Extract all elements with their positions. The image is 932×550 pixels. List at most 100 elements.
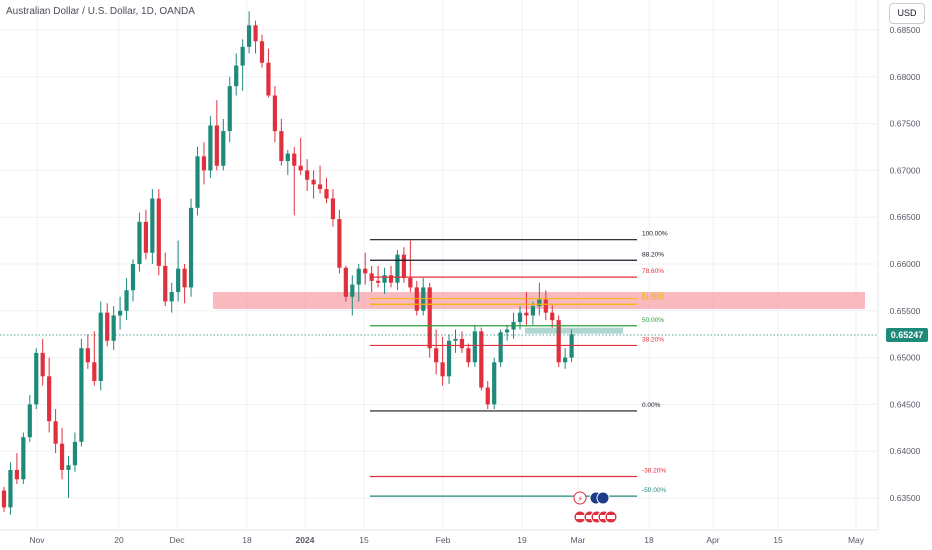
time-axis[interactable]: Nov 20 Dec 18 2024 15 Feb 19 Mar 18 Apr 15 May xyxy=(29,535,864,545)
chart-title: Australian Dollar / U.S. Dollar, 1D, OAN… xyxy=(6,6,195,17)
candle-body xyxy=(137,221,142,264)
current-price-tag: 0.65247 xyxy=(886,328,928,342)
price-axis-label: 0.63500 xyxy=(890,493,921,503)
candle-body xyxy=(214,125,219,166)
candle-body xyxy=(446,340,452,377)
candle-body xyxy=(330,198,336,220)
candle-body xyxy=(234,65,239,87)
currency-button[interactable]: USD xyxy=(889,3,925,24)
fib-level-label: 61.80% xyxy=(642,295,664,302)
candle-body xyxy=(124,290,129,311)
candle-body xyxy=(195,156,200,208)
price-axis-label: 0.67500 xyxy=(890,119,921,129)
candle-body xyxy=(395,254,400,283)
candle-body xyxy=(1,490,7,508)
fib-highlight-band xyxy=(525,327,623,334)
fib-level-label: 100.00% xyxy=(642,231,668,238)
candle-body xyxy=(14,469,19,480)
price-axis-label: 0.68000 xyxy=(890,72,921,82)
candle-body xyxy=(492,362,497,405)
time-axis-label: Feb xyxy=(436,535,451,545)
candle-body xyxy=(337,219,342,268)
candle-body xyxy=(259,41,265,63)
fib-level-label: -38.20% xyxy=(642,467,666,474)
fibonacci-retracement[interactable]: 100.00% 88.20% 78.60% 61.80% 50.00% 38.20% 0.0… xyxy=(370,231,668,497)
time-axis-label: Nov xyxy=(29,535,45,545)
time-axis-label: 18 xyxy=(242,535,252,545)
candle-body xyxy=(563,357,568,363)
fib-level-label: 61.80% xyxy=(642,292,664,299)
candle-body xyxy=(485,387,490,405)
candle-body xyxy=(111,315,116,341)
price-axis-label: 0.66000 xyxy=(890,259,921,269)
us-flag-stripe xyxy=(586,515,594,519)
candle-body xyxy=(356,268,361,285)
candle-body xyxy=(524,312,529,316)
candle-body xyxy=(324,189,329,199)
candle-body xyxy=(130,264,136,291)
time-axis-label: 15 xyxy=(359,535,369,545)
candle-body xyxy=(343,267,348,297)
candle-body xyxy=(188,207,194,288)
fib-level-label: 0.00% xyxy=(642,402,661,409)
candlestick-series xyxy=(1,11,574,515)
candle-body xyxy=(317,184,323,190)
candle-body xyxy=(208,125,213,171)
candle-body xyxy=(466,348,471,363)
candle-body xyxy=(118,310,123,316)
candle-body xyxy=(201,156,207,171)
candle-body xyxy=(505,329,510,333)
candle-body xyxy=(72,441,78,466)
candle-body xyxy=(221,131,226,166)
candle-body xyxy=(279,131,284,162)
candle-body xyxy=(27,404,32,438)
event-markers[interactable]: ⚡ xyxy=(573,491,618,524)
candle-body xyxy=(79,348,84,442)
candle-body xyxy=(459,338,465,349)
time-axis-label: Mar xyxy=(571,535,586,545)
fib-level-label: 78.60% xyxy=(642,268,664,275)
candle-body xyxy=(227,86,232,132)
candle-body xyxy=(298,165,303,171)
candle-body xyxy=(92,362,97,381)
candle-body xyxy=(47,376,52,422)
chart-grid xyxy=(0,0,878,530)
candle-body xyxy=(434,348,439,363)
candle-body xyxy=(285,153,290,162)
price-axis-label: 0.65000 xyxy=(890,353,921,363)
candle-body xyxy=(98,312,103,381)
candle-body xyxy=(537,299,542,307)
candle-body xyxy=(305,170,310,180)
candle-body xyxy=(247,25,252,47)
candle-body xyxy=(53,421,58,444)
lightning-icon xyxy=(573,491,587,505)
candle-body xyxy=(350,284,355,297)
time-axis-label: 20 xyxy=(114,535,124,545)
price-axis-label: 0.67000 xyxy=(890,165,921,175)
candle-body xyxy=(311,179,316,185)
candle-body xyxy=(266,62,271,96)
candle-body xyxy=(34,352,39,405)
time-axis-label: 19 xyxy=(517,535,527,545)
candle-body xyxy=(176,268,181,293)
candle-body xyxy=(530,306,535,316)
time-axis-label: 15 xyxy=(773,535,783,545)
price-axis[interactable]: 0.68500 0.68000 0.67500 0.67000 0.66500 0.660… xyxy=(890,25,921,503)
candle-body xyxy=(517,312,523,323)
fib-level-label: 50.00% xyxy=(642,317,664,324)
candle-body xyxy=(440,362,445,377)
candle-body xyxy=(498,332,503,363)
candle-body xyxy=(156,198,161,266)
fib-level-label: -50.00% xyxy=(642,487,666,494)
candle-body xyxy=(543,299,548,313)
candle-body xyxy=(376,280,381,283)
candle-body xyxy=(550,312,555,321)
candle-body xyxy=(8,469,13,508)
candle-body xyxy=(163,265,168,302)
us-flag-stripe xyxy=(607,515,615,519)
candle-body xyxy=(272,95,277,132)
candle-body xyxy=(388,275,394,283)
candle-body xyxy=(169,292,174,302)
fib-level-label: 88.20% xyxy=(642,251,664,258)
